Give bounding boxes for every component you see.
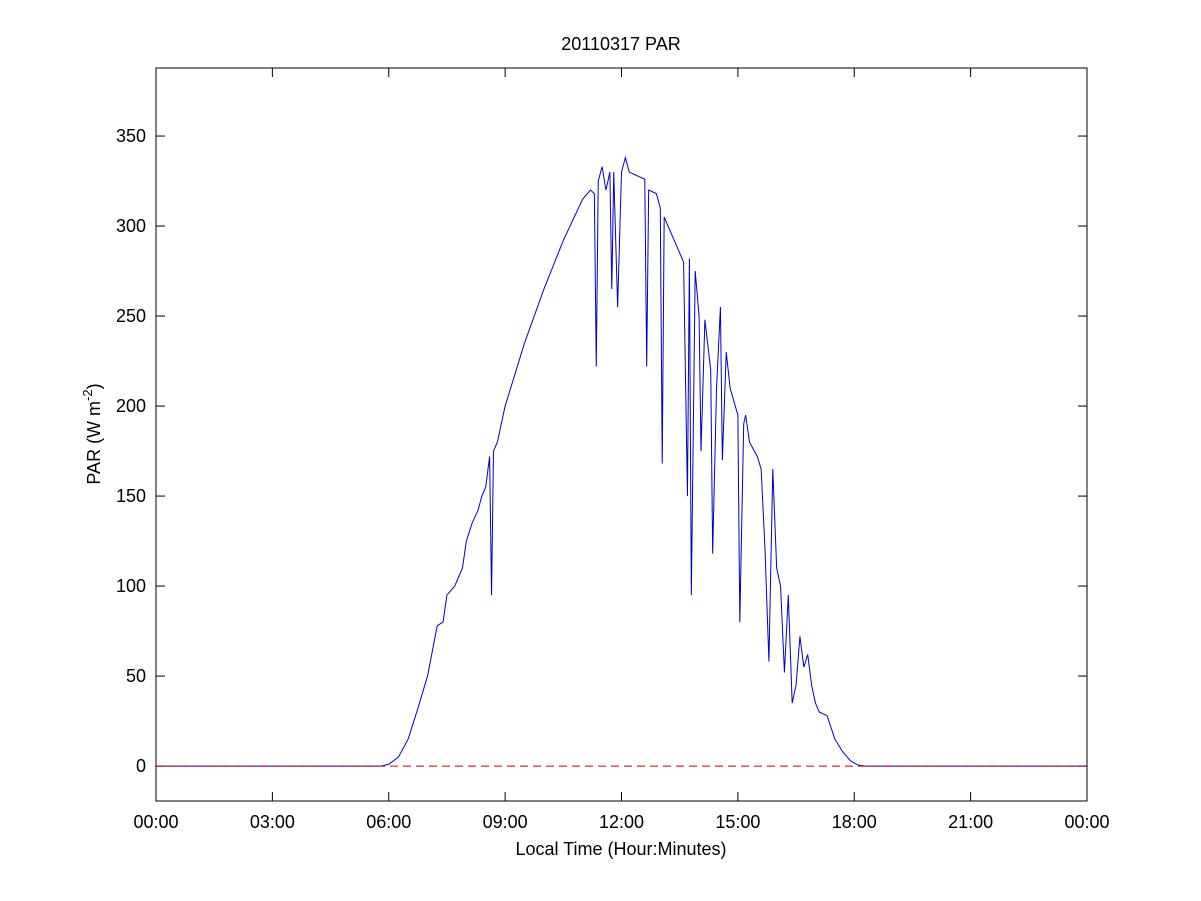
data-line — [156, 155, 1087, 767]
y-tick-label: 350 — [116, 126, 146, 146]
x-tick-label: 15:00 — [715, 812, 760, 832]
x-tick-label: 18:00 — [832, 812, 877, 832]
x-tick-label: 06:00 — [366, 812, 411, 832]
y-tick-label: 150 — [116, 486, 146, 506]
plot-frame — [155, 67, 1088, 802]
y-label-sup: -2 — [80, 389, 95, 401]
y-label-text: PAR (W m — [84, 401, 104, 485]
x-tick-label: 09:00 — [483, 812, 528, 832]
y-tick-label: 50 — [126, 666, 146, 686]
x-tick-label: 21:00 — [948, 812, 993, 832]
x-tick-label: 00:00 — [1064, 812, 1109, 832]
y-tick-label: 0 — [136, 756, 146, 776]
x-tick-label: 00:00 — [133, 812, 178, 832]
x-tick-label: 12:00 — [599, 812, 644, 832]
x-axis-label: Local Time (Hour:Minutes) — [515, 839, 726, 859]
chart-title: 20110317 PAR — [561, 34, 680, 54]
y-tick-label: 300 — [116, 216, 146, 236]
y-tick-label: 250 — [116, 306, 146, 326]
y-label-end: ) — [84, 383, 104, 389]
y-tick-label: 200 — [116, 396, 146, 416]
y-tick-label: 100 — [116, 576, 146, 596]
y-axis-label: PAR (W m-2) — [80, 383, 104, 484]
x-tick-label: 03:00 — [250, 812, 295, 832]
